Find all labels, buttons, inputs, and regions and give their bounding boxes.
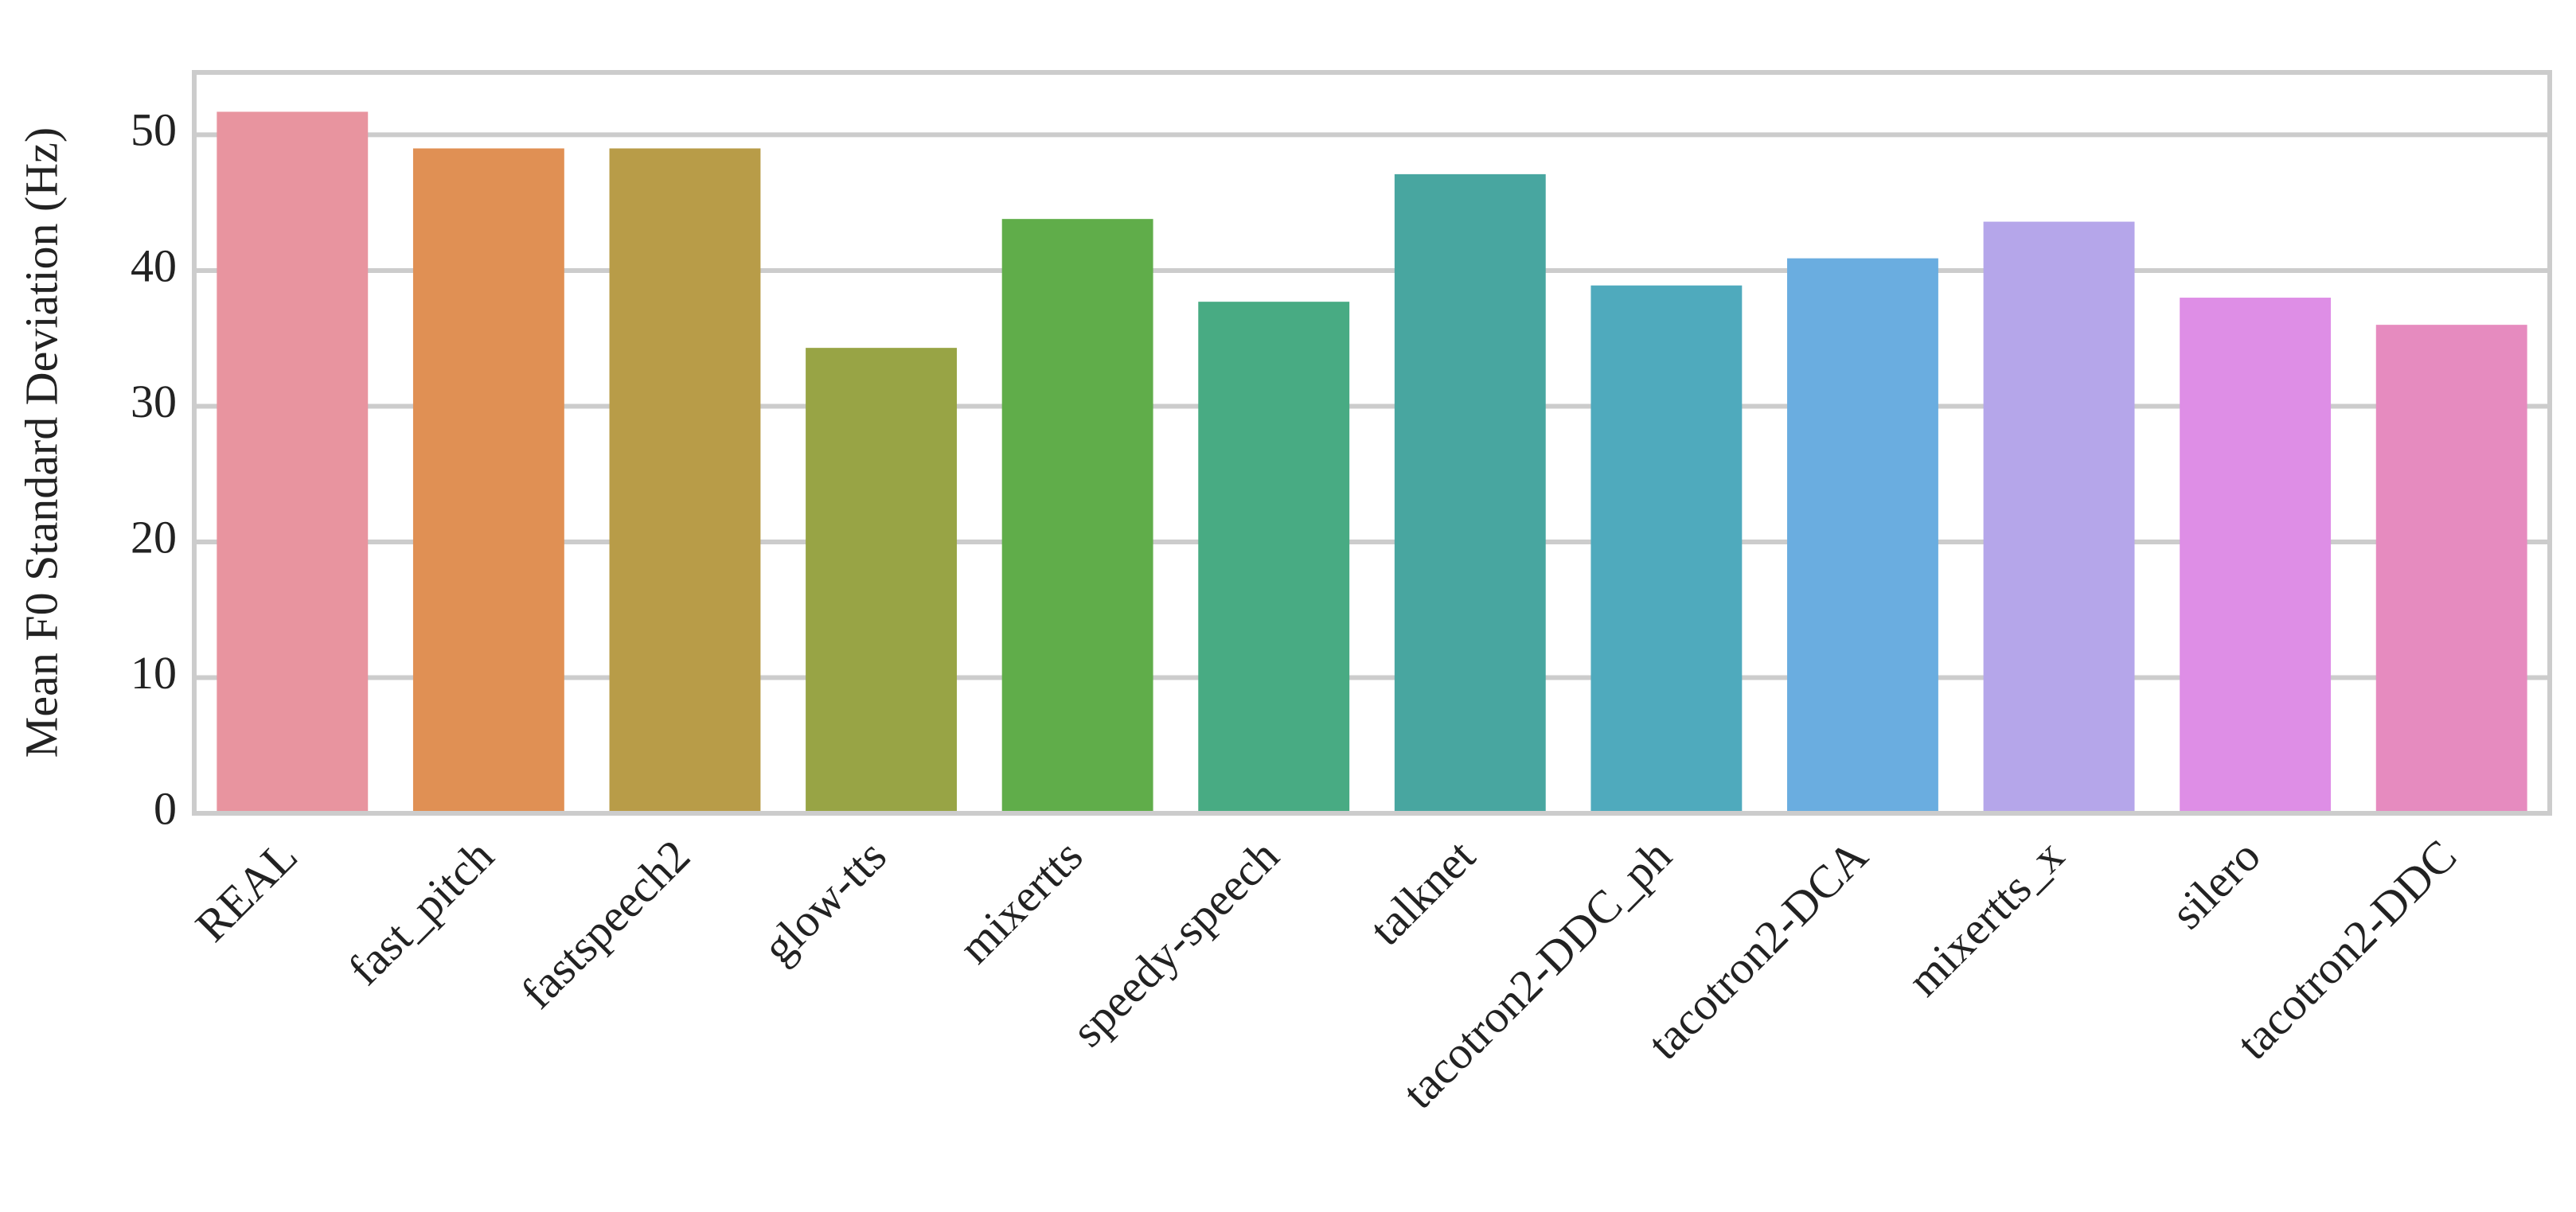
- bar: [1787, 258, 1938, 814]
- x-tick-label: speedy-speech: [1062, 830, 1289, 1057]
- y-tick-label: 20: [131, 511, 177, 563]
- plot-frame: [192, 70, 2552, 816]
- x-tick-label: fastspeech2: [511, 830, 700, 1019]
- bar: [1590, 285, 1743, 813]
- y-tick-label: 10: [131, 647, 177, 699]
- bar: [1198, 302, 1350, 814]
- x-tick-label: fast_pitch: [338, 830, 504, 996]
- y-tick-label: 0: [154, 782, 177, 834]
- bar: [1394, 173, 1546, 813]
- x-tick-label: mixertts_x: [1898, 830, 2074, 1006]
- bar: [2180, 298, 2332, 813]
- x-tick-label: talknet: [1360, 830, 1485, 956]
- bar: [1983, 221, 2135, 814]
- y-tick-label: 30: [131, 376, 177, 427]
- bars: [217, 111, 2527, 814]
- x-tick-label: silero: [2161, 830, 2270, 939]
- x-tick-label: glow-tts: [752, 830, 896, 973]
- bar: [806, 348, 957, 814]
- bar: [2375, 325, 2527, 814]
- bar: [1001, 219, 1153, 814]
- bar: [412, 148, 564, 813]
- y-tick-label: 50: [131, 104, 177, 156]
- bar: [217, 111, 369, 813]
- y-tick-label: 40: [131, 240, 177, 291]
- x-tick-label: REAL: [185, 830, 307, 952]
- y-axis-label: Mean F0 Standard Deviation (Hz): [15, 127, 67, 758]
- bar: [609, 148, 761, 813]
- x-tick-label: mixertts: [949, 830, 1092, 973]
